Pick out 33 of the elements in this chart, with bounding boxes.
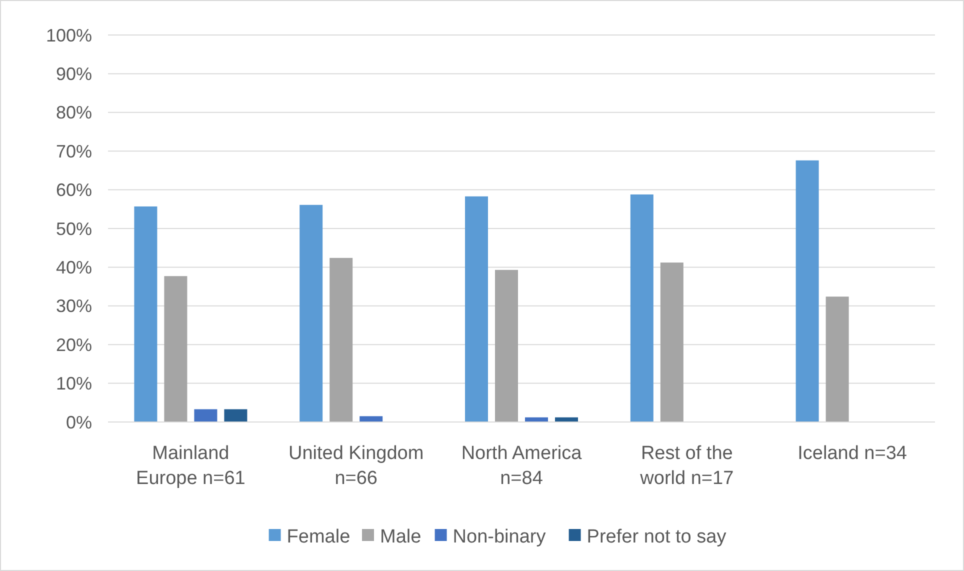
y-tick-label: 90%: [56, 64, 92, 84]
x-tick-label: Mainland Europe n=61: [136, 443, 246, 489]
y-tick-label: 10%: [56, 374, 92, 394]
y-tick-label: 70%: [56, 141, 92, 162]
legend-label: Male: [380, 526, 422, 548]
bar: [300, 204, 323, 422]
bar: [796, 160, 819, 422]
y-tick-label: 50%: [56, 218, 92, 239]
bar: [465, 196, 488, 422]
bar: [134, 206, 158, 422]
bar: [495, 270, 518, 422]
y-tick-label: 30%: [56, 296, 92, 316]
y-tick-label: 80%: [56, 102, 92, 123]
y-tick-label: 0%: [66, 412, 92, 432]
bar: [224, 409, 248, 422]
legend-label: Prefer not to say: [586, 526, 727, 548]
bar: [630, 194, 654, 422]
x-tick-label: Rest of the world n=17: [639, 443, 734, 489]
y-tick-label: 40%: [56, 258, 92, 278]
x-tick-label: North America n=84: [461, 443, 582, 489]
bar: [164, 276, 188, 422]
bar: [826, 296, 849, 422]
y-tick-label: 20%: [56, 334, 92, 355]
bar: [330, 258, 353, 422]
bar: [660, 262, 684, 422]
y-tick-label: 100%: [46, 25, 92, 46]
y-tick-label: 60%: [56, 180, 92, 200]
legend-label: Non-binary: [452, 526, 546, 548]
x-tick-label: Iceland n=34: [798, 443, 908, 464]
x-tick-label: United Kingdom n=66: [288, 443, 424, 489]
bar: [194, 409, 218, 422]
legend-label: Female: [286, 526, 350, 548]
bar: [360, 416, 383, 422]
